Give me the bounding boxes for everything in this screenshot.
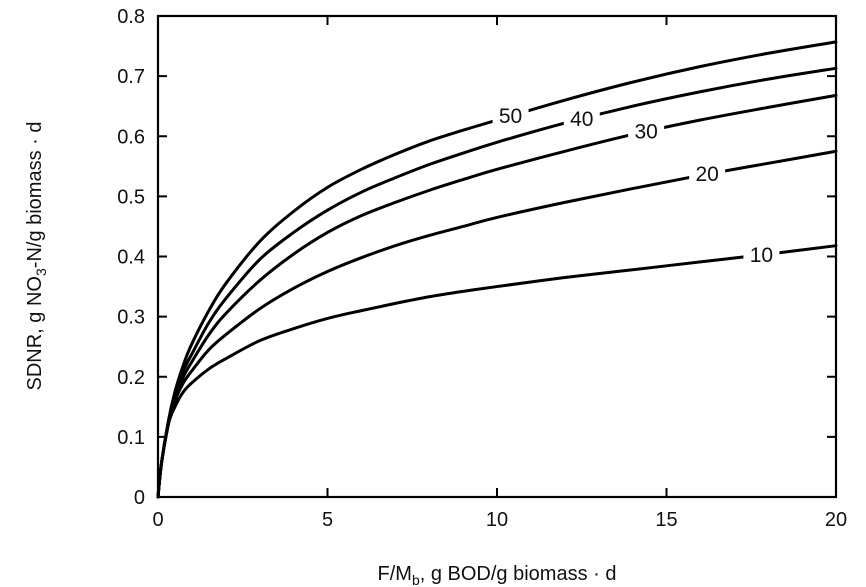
- y-tick-label: 0.7: [117, 66, 145, 88]
- x-axis-title-subscript: b: [412, 572, 420, 587]
- curve-label-gap: [628, 118, 665, 145]
- curve-label-gap: [492, 103, 529, 130]
- x-tick-labels: 0 5 10 15 20: [152, 509, 847, 531]
- curve-label-20: 20: [696, 163, 719, 186]
- y-tick-label: 0.6: [117, 126, 145, 148]
- y-tick-label: 0.2: [117, 367, 145, 389]
- y-tick-label: 0.3: [117, 307, 145, 329]
- y-tick-labels: 0 0.1 0.2 0.3 0.4 0.5 0.6 0.7 0.8: [117, 6, 145, 509]
- y-axis-title-rest: -N/g biomass · d: [24, 122, 46, 269]
- y-axis-title: SDNR, g NO3-N/g biomass · d: [24, 122, 49, 391]
- curve-label-40: 40: [570, 108, 593, 131]
- y-axis-title-subscript: 3: [33, 268, 49, 276]
- y-tick-label: 0: [134, 487, 145, 509]
- x-axis-title-main: F/M: [378, 563, 412, 585]
- x-tick-label: 5: [322, 509, 333, 531]
- curve-labels: 10 20 30 40 50: [492, 103, 780, 268]
- y-axis-title-main: SDNR, g NO: [24, 276, 46, 390]
- y-tick-label: 0.1: [117, 427, 145, 449]
- series-line-20: [156, 149, 838, 499]
- curve-label-gap: [563, 105, 600, 132]
- curve-label-gap: [743, 241, 780, 268]
- x-tick-label: 15: [655, 509, 677, 531]
- x-axis-title-rest: , g BOD/g biomass · d: [420, 563, 617, 585]
- curve-label-gap: [689, 161, 726, 188]
- series-lines: [156, 40, 838, 499]
- x-axis-title: F/Mb, g BOD/g biomass · d: [378, 563, 617, 587]
- curve-label-30: 30: [634, 121, 657, 144]
- y-tick-label: 0.5: [117, 186, 145, 208]
- x-tick-label: 10: [486, 509, 508, 531]
- series-line-30: [156, 93, 838, 499]
- curve-label-50: 50: [499, 105, 522, 128]
- y-tick-label: 0.4: [117, 247, 145, 269]
- series-line-10: [156, 244, 838, 499]
- x-tick-label: 0: [152, 509, 163, 531]
- series-line-50: [156, 40, 838, 499]
- y-tick-label: 0.8: [117, 6, 145, 28]
- plot-frame: [156, 14, 838, 499]
- series-line-40: [156, 66, 838, 499]
- x-tick-label: 20: [825, 509, 847, 531]
- curve-label-10: 10: [750, 244, 773, 267]
- axis-ticks: [157, 15, 837, 498]
